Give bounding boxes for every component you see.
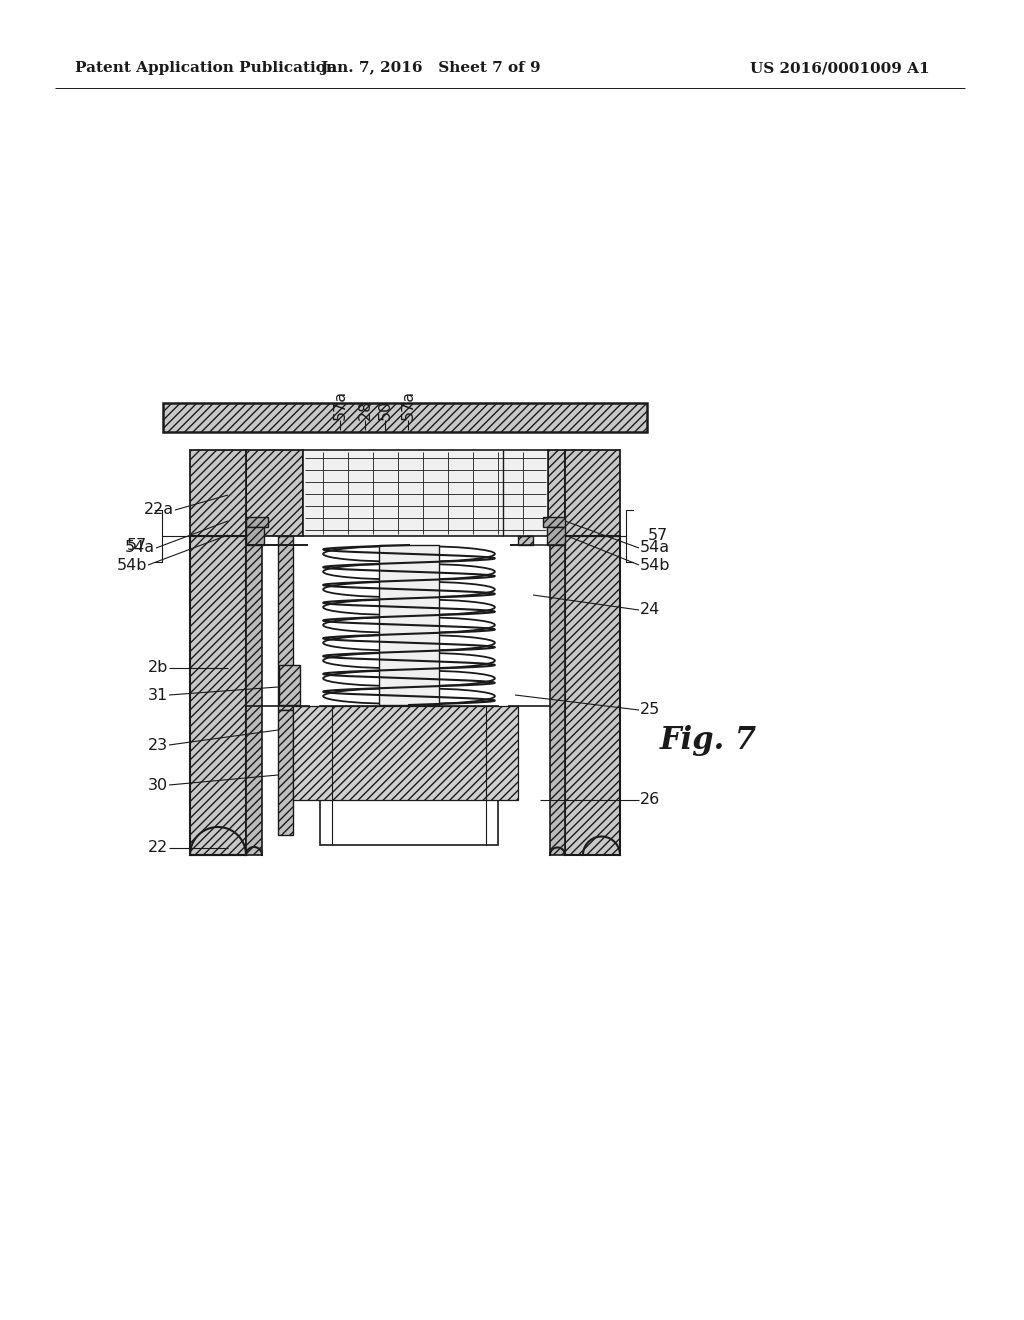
Bar [190, 536, 246, 855]
Text: 31: 31 [147, 688, 168, 702]
Text: 54b: 54b [117, 557, 147, 573]
Text: 57a: 57a [400, 389, 416, 420]
Text: 24: 24 [640, 602, 660, 618]
Text: 57: 57 [127, 537, 147, 553]
Text: 54a: 54a [640, 540, 670, 556]
Bar [279, 665, 300, 705]
Bar [518, 536, 534, 545]
Bar [246, 517, 268, 527]
Bar [190, 450, 246, 536]
Bar [565, 450, 620, 536]
Text: Patent Application Publication: Patent Application Publication [75, 61, 337, 75]
Bar [246, 536, 262, 855]
Bar [246, 450, 303, 536]
Text: 30: 30 [147, 777, 168, 792]
Text: 22a: 22a [144, 503, 174, 517]
Bar [308, 545, 510, 705]
Text: 25: 25 [640, 702, 660, 718]
Bar [303, 450, 548, 536]
Text: 54a: 54a [125, 540, 155, 556]
Text: 2b: 2b [147, 660, 168, 676]
Text: 23: 23 [147, 738, 168, 752]
Bar [163, 403, 647, 432]
Text: 26: 26 [640, 792, 660, 808]
Bar [547, 527, 565, 545]
Bar [278, 710, 293, 836]
Text: 57a: 57a [333, 389, 347, 420]
Bar [293, 706, 518, 800]
Text: Jan. 7, 2016   Sheet 7 of 9: Jan. 7, 2016 Sheet 7 of 9 [319, 61, 541, 75]
Bar [565, 536, 620, 855]
Text: 57: 57 [648, 528, 669, 544]
Text: Fig. 7: Fig. 7 [660, 725, 757, 755]
Bar [548, 450, 565, 536]
Bar [278, 536, 293, 710]
Bar [379, 545, 439, 705]
Text: 50: 50 [378, 400, 392, 420]
Bar [246, 527, 264, 545]
Bar [543, 517, 565, 527]
Text: US 2016/0001009 A1: US 2016/0001009 A1 [750, 61, 930, 75]
Text: 22: 22 [147, 841, 168, 855]
Text: 54b: 54b [640, 557, 671, 573]
Text: 28: 28 [357, 400, 373, 420]
Bar [550, 536, 565, 855]
Bar [319, 706, 498, 845]
